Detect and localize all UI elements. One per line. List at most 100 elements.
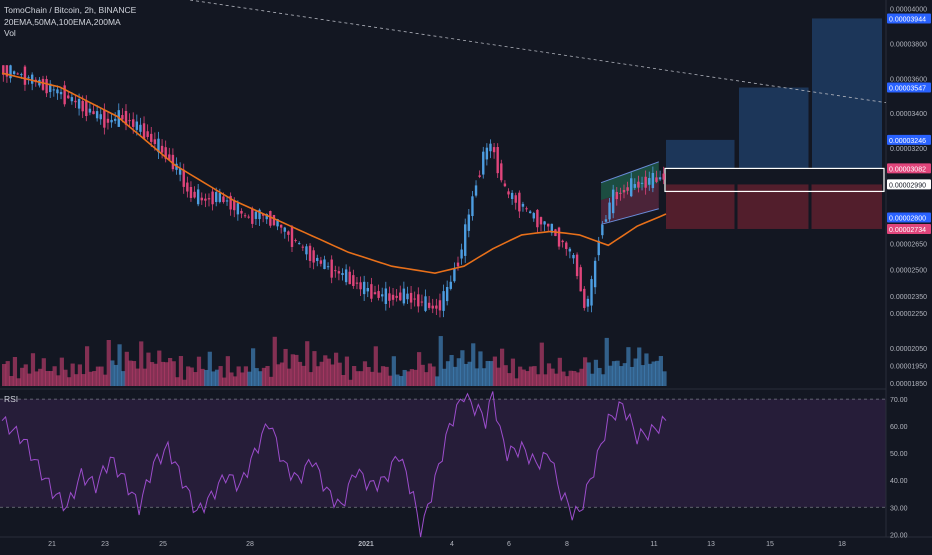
- candle-body: [395, 295, 398, 298]
- time-tick-label: 23: [101, 541, 109, 548]
- volume-bar: [38, 368, 43, 386]
- volume-bar: [593, 359, 599, 386]
- candle-body: [323, 259, 326, 270]
- volume-bar: [258, 371, 263, 386]
- volume-bar: [662, 371, 667, 386]
- candle-body: [601, 225, 604, 236]
- candle-body: [95, 111, 99, 119]
- volume-bar: [478, 351, 483, 386]
- rsi-legend: RSI: [4, 394, 19, 404]
- candle-body: [9, 65, 12, 79]
- volume-bar: [398, 376, 404, 386]
- volume-bar: [2, 364, 7, 386]
- candle-body: [27, 77, 30, 79]
- candle-body: [489, 143, 492, 152]
- volume-bar: [45, 371, 50, 386]
- candle-body: [196, 189, 200, 205]
- candle-body: [626, 187, 629, 191]
- volume-bar: [348, 379, 353, 386]
- candle-body: [139, 124, 142, 132]
- candle-body: [388, 293, 391, 301]
- candle-body: [424, 296, 427, 311]
- candle-body: [312, 250, 315, 263]
- candle-body: [240, 210, 243, 214]
- candle-body: [326, 266, 330, 268]
- candle-body: [121, 115, 124, 120]
- volume-bar: [359, 371, 364, 386]
- channel-lower-fill: [601, 182, 659, 225]
- volume-bar: [330, 364, 335, 386]
- candle-body: [124, 110, 128, 125]
- candle-body: [319, 260, 323, 264]
- candle-body: [655, 177, 658, 182]
- volume-bar: [413, 369, 418, 386]
- volume-bar: [124, 351, 129, 386]
- volume-bar: [463, 363, 469, 386]
- candle-body: [413, 298, 416, 300]
- volume-bar: [615, 360, 620, 386]
- volume-bar: [146, 352, 151, 386]
- price-badge-label: 0.00002990: [889, 182, 926, 189]
- candle-body: [218, 193, 222, 202]
- volume-bar: [63, 369, 68, 386]
- candle-body: [142, 123, 146, 139]
- candle-body: [572, 254, 575, 259]
- volume-bar: [12, 357, 18, 386]
- candle-body: [341, 273, 344, 276]
- volume-bar: [521, 369, 526, 386]
- candle-body: [251, 208, 254, 224]
- candle-body: [565, 242, 568, 249]
- volume-bar: [261, 367, 267, 386]
- volume-bar: [175, 377, 180, 386]
- volume-bar: [546, 363, 552, 386]
- volume-bar: [106, 339, 111, 386]
- price-badge: [887, 82, 931, 93]
- candle-body: [514, 195, 517, 203]
- volume-bar: [471, 343, 476, 386]
- candle-body: [41, 78, 45, 90]
- volume-bar: [103, 374, 108, 386]
- volume-bar: [74, 374, 79, 386]
- candle-body: [88, 108, 92, 113]
- candle-body: [298, 243, 301, 245]
- candle-body: [373, 292, 377, 295]
- volume-bar: [427, 363, 433, 386]
- candle-body: [568, 248, 572, 252]
- volume-bar: [48, 371, 54, 386]
- volume-bar: [229, 372, 234, 386]
- candle-body: [146, 131, 149, 137]
- candle-body: [132, 119, 135, 127]
- volume-bar: [528, 366, 534, 386]
- volume-bar: [525, 371, 530, 386]
- candle-body: [77, 99, 81, 109]
- candle-body: [619, 192, 622, 194]
- volume-bar: [507, 373, 512, 386]
- candle-body: [301, 246, 305, 248]
- time-tick-label: 4: [450, 541, 454, 548]
- candle-body: [586, 298, 590, 307]
- volume-bar: [637, 347, 642, 386]
- volume-bar: [186, 366, 191, 386]
- candle-body: [630, 178, 633, 197]
- candle-body: [352, 275, 355, 286]
- volume-bar: [409, 369, 414, 386]
- volume-bar: [27, 373, 32, 386]
- volume-bar: [337, 362, 342, 386]
- volume-bar: [384, 366, 389, 386]
- candle-body: [56, 89, 59, 94]
- candle-body: [272, 215, 276, 226]
- candle-body: [45, 79, 48, 94]
- volume-bar: [640, 365, 645, 386]
- price-badge: [887, 134, 931, 145]
- time-tick-label: 2021: [358, 541, 374, 548]
- candle-body: [575, 254, 579, 277]
- entry-zone: [664, 167, 885, 193]
- candle-body: [651, 172, 655, 189]
- candle-body: [532, 213, 535, 219]
- volume-bar: [626, 347, 631, 386]
- volume-bar: [608, 365, 613, 386]
- candle-body: [157, 138, 160, 153]
- candle-body: [16, 73, 19, 75]
